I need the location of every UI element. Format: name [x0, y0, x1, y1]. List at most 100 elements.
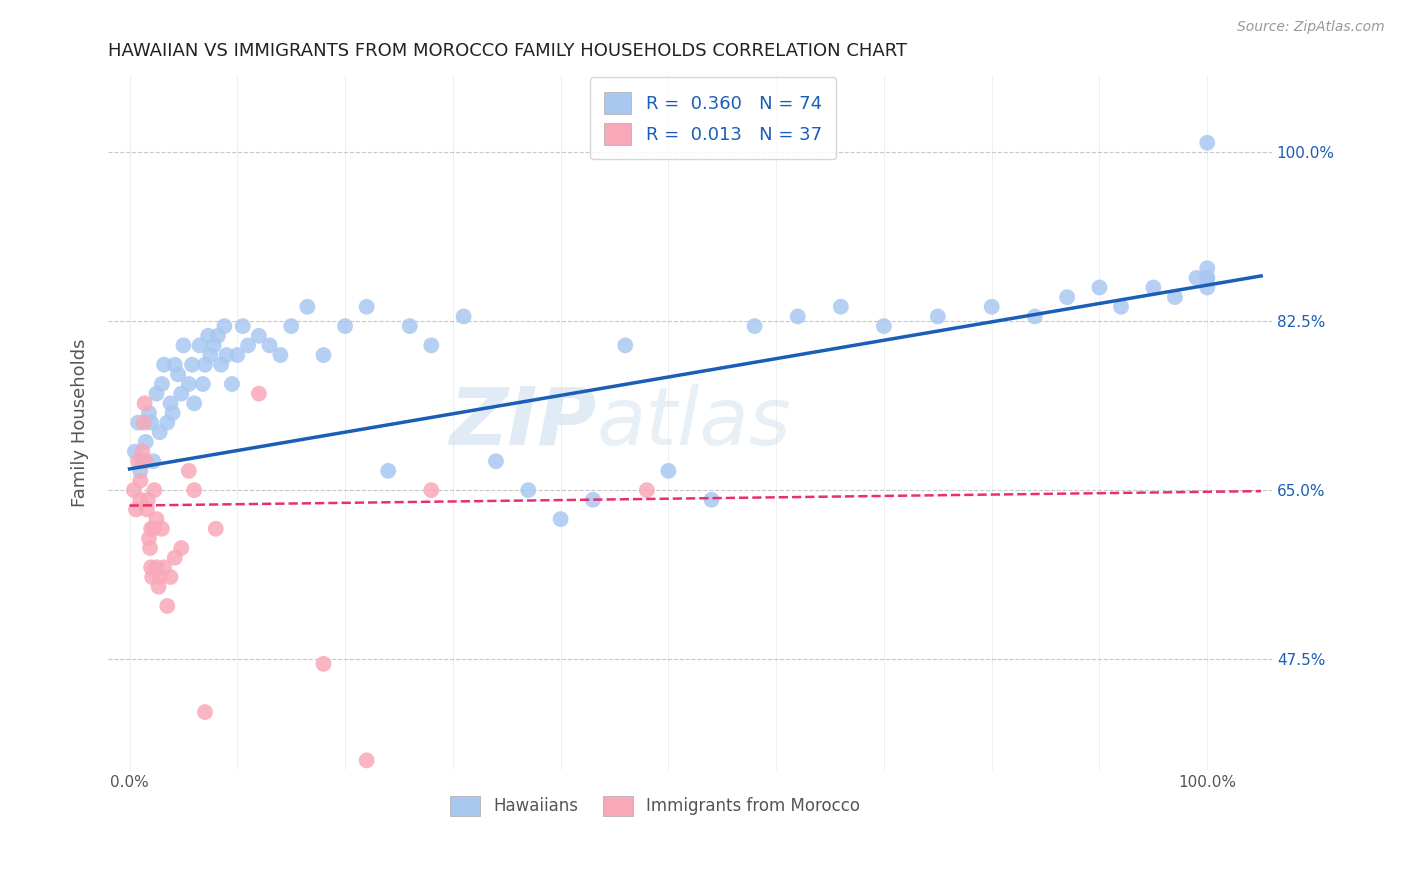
Legend: Hawaiians, Immigrants from Morocco: Hawaiians, Immigrants from Morocco [441, 788, 869, 824]
Point [214, 319, 236, 334]
Point [420, 338, 443, 352]
Point [122, 483, 145, 497]
Point [269, 348, 291, 362]
Point [149, 570, 172, 584]
Point [1088, 280, 1111, 294]
Point [197, 328, 219, 343]
Point [226, 348, 249, 362]
Point [582, 492, 605, 507]
Point [172, 338, 194, 352]
Point [1197, 280, 1219, 294]
Point [1024, 310, 1046, 324]
Point [132, 416, 155, 430]
Point [159, 396, 181, 410]
Point [247, 386, 270, 401]
Point [143, 483, 166, 497]
Point [136, 492, 159, 507]
Point [312, 348, 335, 362]
Point [124, 444, 146, 458]
Point [135, 502, 157, 516]
Text: Source: ZipAtlas.com: Source: ZipAtlas.com [1237, 20, 1385, 34]
Point [202, 338, 225, 352]
Point [129, 464, 152, 478]
Point [131, 454, 153, 468]
Point [786, 310, 808, 324]
Point [221, 376, 243, 391]
Point [129, 474, 152, 488]
Point [204, 522, 226, 536]
Point [927, 310, 949, 324]
Point [138, 532, 160, 546]
Point [209, 358, 232, 372]
Point [131, 444, 153, 458]
Point [1185, 270, 1208, 285]
Point [188, 338, 211, 352]
Point [139, 416, 162, 430]
Point [163, 550, 186, 565]
Point [177, 464, 200, 478]
Point [142, 454, 165, 468]
Point [1197, 270, 1219, 285]
Point [150, 522, 173, 536]
Point [167, 368, 190, 382]
Point [657, 464, 679, 478]
Point [153, 560, 176, 574]
Point [139, 522, 162, 536]
Point [1197, 136, 1219, 150]
Point [636, 483, 658, 497]
Point [215, 348, 238, 362]
Point [1164, 290, 1187, 304]
Point [550, 512, 572, 526]
Point [830, 300, 852, 314]
Point [398, 319, 420, 334]
Point [194, 705, 217, 719]
Point [1109, 300, 1132, 314]
Point [1197, 261, 1219, 276]
Point [194, 358, 217, 372]
Point [129, 492, 152, 507]
Point [207, 328, 229, 343]
Point [356, 300, 378, 314]
Point [181, 358, 204, 372]
Point [145, 512, 167, 526]
Point [453, 310, 475, 324]
Point [191, 376, 214, 391]
Point [135, 434, 157, 449]
Point [148, 580, 170, 594]
Point [125, 502, 148, 516]
Point [138, 406, 160, 420]
Point [1142, 280, 1164, 294]
Point [420, 483, 443, 497]
Point [280, 319, 302, 334]
Point [247, 328, 270, 343]
Point [145, 560, 167, 574]
Point [156, 416, 179, 430]
Y-axis label: Family Households: Family Households [72, 338, 89, 507]
Point [177, 376, 200, 391]
Point [156, 599, 179, 613]
Point [141, 570, 163, 584]
Point [183, 396, 205, 410]
Point [1197, 270, 1219, 285]
Point [153, 358, 176, 372]
Point [873, 319, 896, 334]
Point [232, 319, 254, 334]
Point [333, 319, 356, 334]
Point [127, 454, 149, 468]
Point [517, 483, 540, 497]
Point [163, 358, 186, 372]
Point [485, 454, 508, 468]
Point [200, 348, 222, 362]
Point [183, 483, 205, 497]
Point [150, 376, 173, 391]
Point [1197, 270, 1219, 285]
Point [149, 425, 172, 440]
Point [312, 657, 335, 671]
Point [145, 386, 167, 401]
Text: ZIP: ZIP [450, 384, 596, 461]
Point [159, 570, 181, 584]
Point [297, 300, 319, 314]
Point [744, 319, 766, 334]
Text: atlas: atlas [596, 384, 792, 461]
Point [135, 454, 157, 468]
